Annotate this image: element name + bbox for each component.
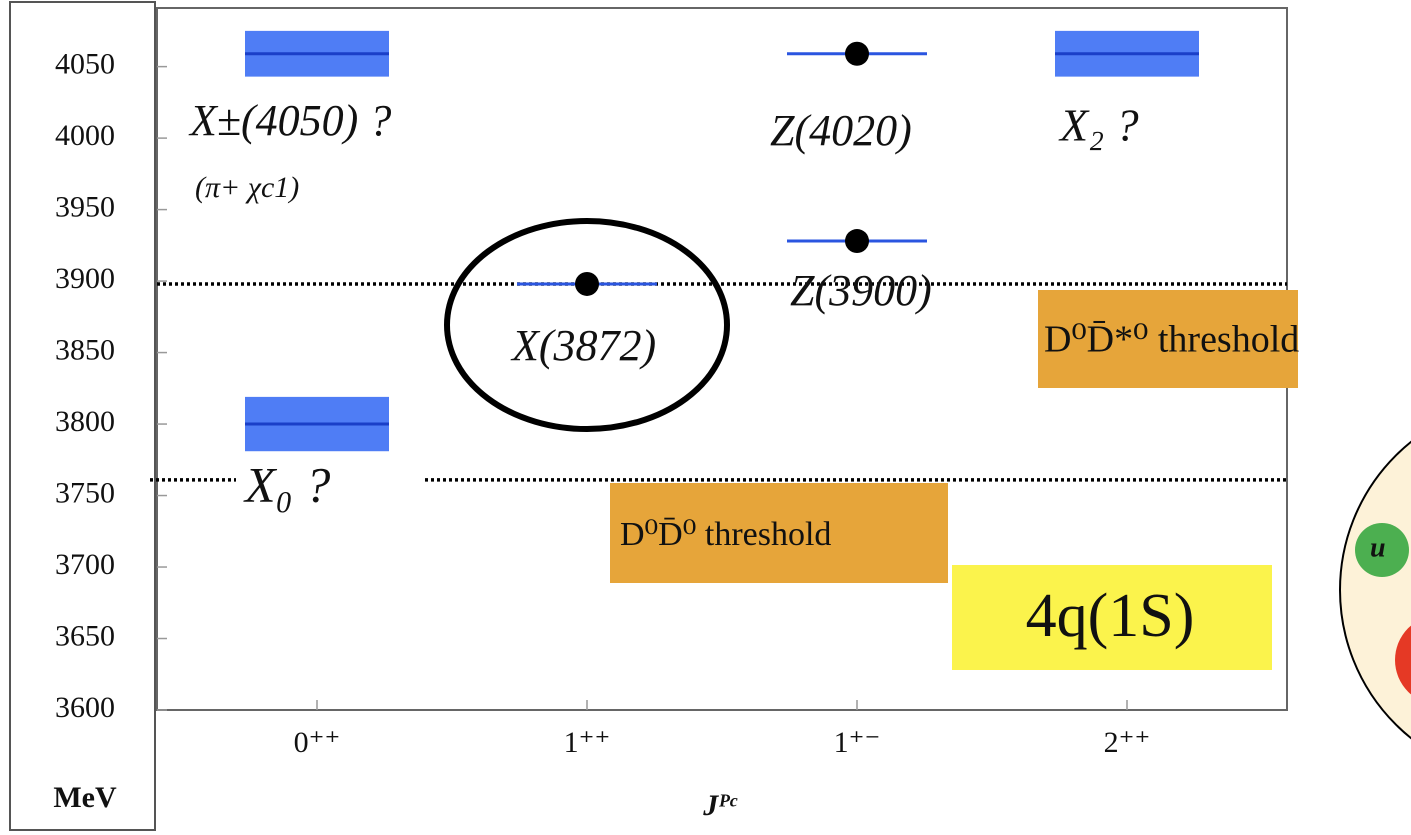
y-tick-label: 4050 [55, 48, 115, 81]
state-label: X±(4050) ? [188, 96, 391, 145]
inset-circle [1340, 400, 1411, 780]
y-tick-label: 3650 [55, 619, 115, 652]
box-label: 4q(1S) [1026, 582, 1195, 650]
y-tick-label: 3900 [55, 262, 115, 295]
y-tick-label: 3850 [55, 333, 115, 366]
state-label: X₀ ? [243, 456, 330, 512]
threshold-label: D⁰D̄*⁰ threshold [1044, 319, 1299, 361]
state-label: Z(3900) [790, 266, 932, 315]
inset-label: u [1370, 532, 1386, 563]
y-tick-label: 4000 [55, 119, 115, 152]
state-label: Z(4020) [770, 106, 912, 155]
x-tick-label: 1⁺⁻ [834, 726, 881, 759]
y-tick-label: 3800 [55, 405, 115, 438]
chart: MeV Jᴾᶜ u 3600 3650 3700 3750 3800 3850 3900 39… [0, 0, 1411, 835]
state-point [845, 42, 869, 66]
x-tick-label: 0⁺⁺ [294, 726, 341, 759]
threshold-label: D⁰D̄⁰ threshold [620, 516, 831, 553]
state-note: (π+ χc1) [195, 171, 299, 204]
state-point [575, 272, 599, 296]
x-tick-label: 2⁺⁺ [1104, 726, 1151, 759]
y-tick-label: 3600 [55, 691, 115, 724]
y-tick-label: 3700 [55, 548, 115, 581]
state-label: X(3872) [510, 321, 656, 370]
inset-diagram: u [1340, 400, 1411, 780]
state-label: X₂ ? [1058, 100, 1139, 151]
x-tick-label: 1⁺⁺ [564, 726, 611, 759]
y-tick-label: 3750 [55, 476, 115, 509]
y-unit: MeV [53, 781, 117, 814]
y-tick-label: 3950 [55, 190, 115, 223]
x-axis-label: Jᴾᶜ [702, 789, 738, 822]
state-point [845, 229, 869, 253]
